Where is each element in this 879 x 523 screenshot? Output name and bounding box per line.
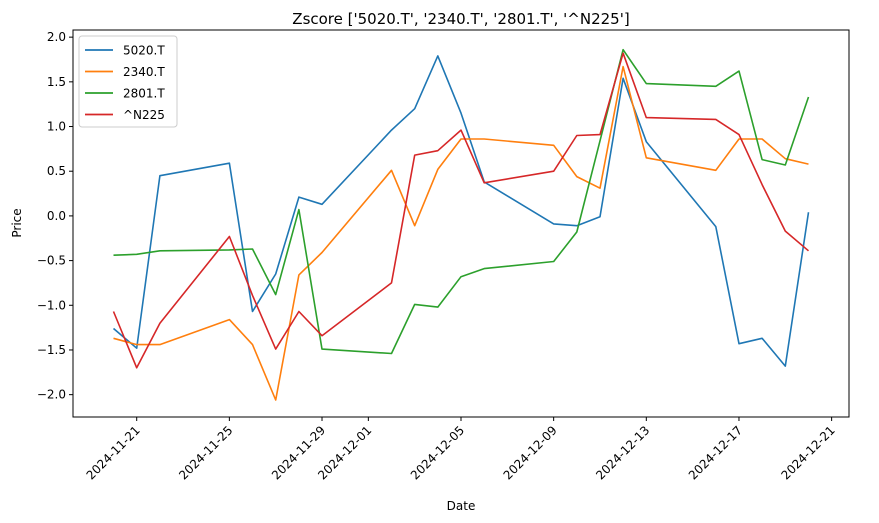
legend: 5020.T 2340.T 2801.T ^N225	[78, 35, 178, 128]
legend-label: 5020.T	[123, 44, 165, 58]
x-axis-label: Date	[447, 499, 476, 513]
x-tick-label: 2024-12-09	[501, 423, 560, 482]
x-tick-label: 2024-12-13	[593, 423, 652, 482]
y-tick-label: 1.0	[47, 120, 66, 134]
x-tick-label: 2024-11-21	[84, 423, 143, 482]
y-tick-label: −0.5	[37, 254, 66, 268]
series-line-3	[112, 52, 810, 369]
plot-frame	[72, 29, 850, 418]
x-axis: 2024-11-21 2024-11-25 2024-11-292024-12-01…	[84, 417, 838, 482]
legend-label: 2801.T	[123, 87, 165, 101]
y-axis-label: Price	[10, 208, 24, 237]
series-layer	[112, 48, 810, 401]
legend-label: 2340.T	[123, 65, 165, 79]
y-tick-label: −1.0	[37, 298, 66, 312]
x-tick-label: 2024-12-17	[686, 423, 745, 482]
y-tick-label: 2.0	[47, 30, 66, 44]
y-tick-label: −2.0	[37, 388, 66, 402]
series-line-1	[113, 65, 809, 401]
series-line-2	[113, 48, 810, 355]
x-tick-label: 2024-11-25	[176, 423, 235, 482]
chart-title: Zscore ['5020.T', '2340.T', '2801.T', '^…	[292, 10, 629, 28]
x-tick-label: 2024-12-21	[779, 423, 838, 482]
legend-label: ^N225	[123, 108, 165, 122]
y-tick-label: −1.5	[37, 343, 66, 357]
y-tick-label: 0.5	[47, 164, 66, 178]
legend-box	[78, 35, 178, 128]
series-line-0	[112, 55, 810, 367]
y-tick-label: 1.5	[47, 75, 66, 89]
x-tick-label: 2024-12-05	[408, 423, 467, 482]
y-axis: 2.0 1.5 1.0 0.5 0.0 −0.5 −1.0 −1.5 −2.0	[37, 30, 73, 402]
plot-area	[72, 29, 850, 418]
y-tick-label: 0.0	[47, 209, 66, 223]
